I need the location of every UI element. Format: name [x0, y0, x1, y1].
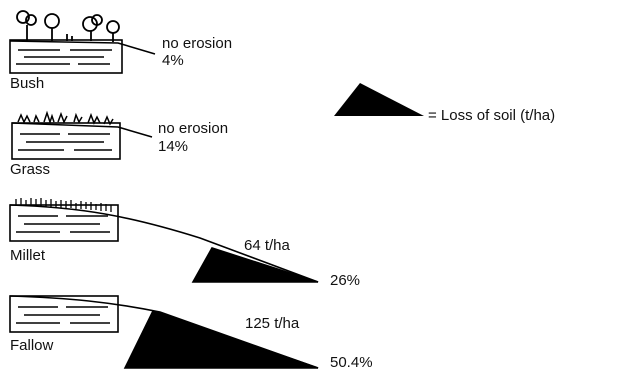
grass-soil-block — [11, 122, 121, 160]
bush-soil-block — [9, 39, 123, 74]
millet-soil-loss-wedge — [191, 247, 319, 283]
fallow-loss-label: 125 t/ha — [245, 315, 300, 332]
grass-runoff-percent: 14% — [158, 138, 189, 155]
grass-tufts — [17, 110, 114, 126]
millet-soil-block — [9, 204, 119, 242]
bush-label: Bush — [10, 75, 45, 92]
millet-label: Millet — [10, 247, 46, 264]
fallow-plot — [9, 295, 319, 369]
fallow-label: Fallow — [10, 337, 54, 354]
bush-plot — [9, 10, 156, 74]
millet-loss-label: 64 t/ha — [244, 237, 290, 254]
fallow-soil-loss-wedge — [123, 310, 319, 369]
millet-runoff-percent: 26% — [330, 272, 361, 289]
grass-plot — [11, 110, 153, 160]
fallow-runoff-percent: 50.4% — [330, 354, 373, 371]
grass-label: Grass — [10, 161, 51, 178]
grass-loss-label: no erosion — [158, 120, 229, 137]
legend-label: = Loss of soil (t/ha) — [428, 107, 556, 124]
grass-runoff-line — [11, 122, 153, 138]
millet-row — [15, 198, 112, 212]
bush-trees — [16, 10, 120, 42]
millet-runoff-line — [9, 204, 319, 283]
legend-wedge — [334, 83, 424, 116]
bush-runoff-line — [9, 40, 156, 55]
bush-loss-label: no erosion — [162, 35, 233, 52]
millet-plot — [9, 198, 319, 283]
fallow-soil-block — [9, 295, 119, 333]
bush-runoff-percent: 4% — [162, 52, 184, 69]
